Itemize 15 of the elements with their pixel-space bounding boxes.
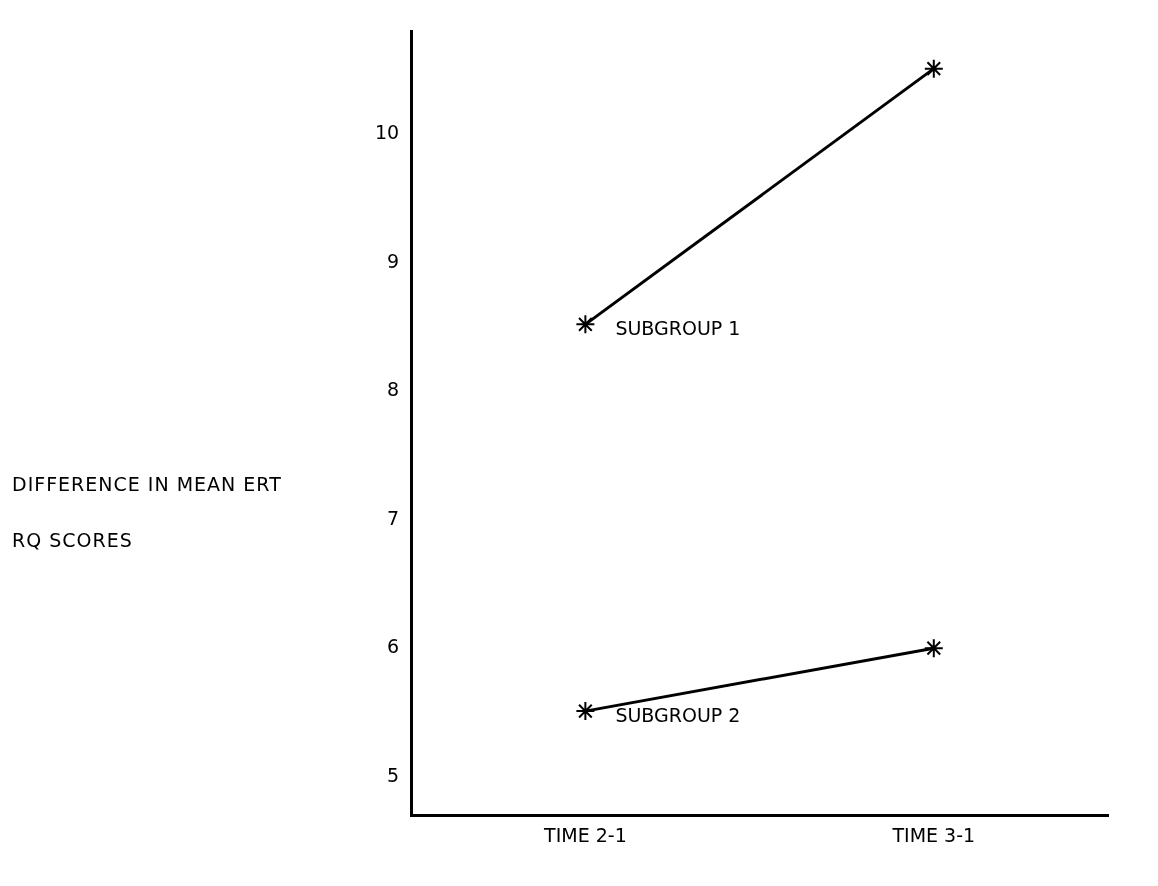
y-tick-label: 6 [387, 635, 400, 658]
y-tick-label: 7 [387, 506, 400, 529]
x-tick-label: TIME 2-1 [543, 823, 627, 846]
series-label: SUBGROUP 1 [615, 317, 741, 340]
point [575, 701, 596, 722]
y-tick-label: 10 [374, 121, 400, 144]
text: DIFFERENCE IN MEAN ERT RQ SCORES [12, 473, 282, 551]
point [923, 638, 944, 659]
point [923, 58, 944, 79]
x-tick-label: TIME 3-1 [891, 823, 976, 846]
y-tick-label: 9 [387, 249, 400, 272]
series-label: SUBGROUP 2 [615, 704, 741, 727]
point [575, 314, 596, 335]
y-tick-label: 5 [387, 763, 400, 786]
y-tick-label: 8 [387, 378, 400, 401]
